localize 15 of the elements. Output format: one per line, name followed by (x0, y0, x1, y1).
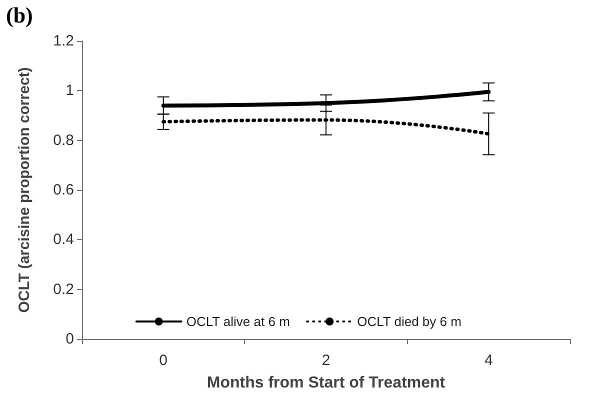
y-tick-label: 0 (66, 330, 74, 348)
x-tick-label: 0 (159, 352, 168, 369)
x-tick-label: 2 (322, 352, 330, 369)
y-tick-label: 0.6 (53, 182, 74, 198)
x-tick-label: 4 (484, 352, 493, 369)
x-axis-title: Months from Start of Treatment (206, 374, 446, 392)
y-axis-title: OCLT (arcisine proportion correct) (16, 67, 33, 313)
legend-label: OCLT died by 6 m (357, 314, 462, 329)
y-tick-label: 0.8 (53, 132, 74, 149)
y-tick-label: 0.2 (53, 280, 74, 298)
legend-label: OCLT alive at 6 m (186, 314, 290, 329)
text: (b) (6, 2, 33, 28)
y-tick-label: 1.2 (53, 32, 74, 50)
y-tick-label: 0.4 (53, 231, 74, 248)
y-tick-label: 1 (66, 82, 74, 100)
